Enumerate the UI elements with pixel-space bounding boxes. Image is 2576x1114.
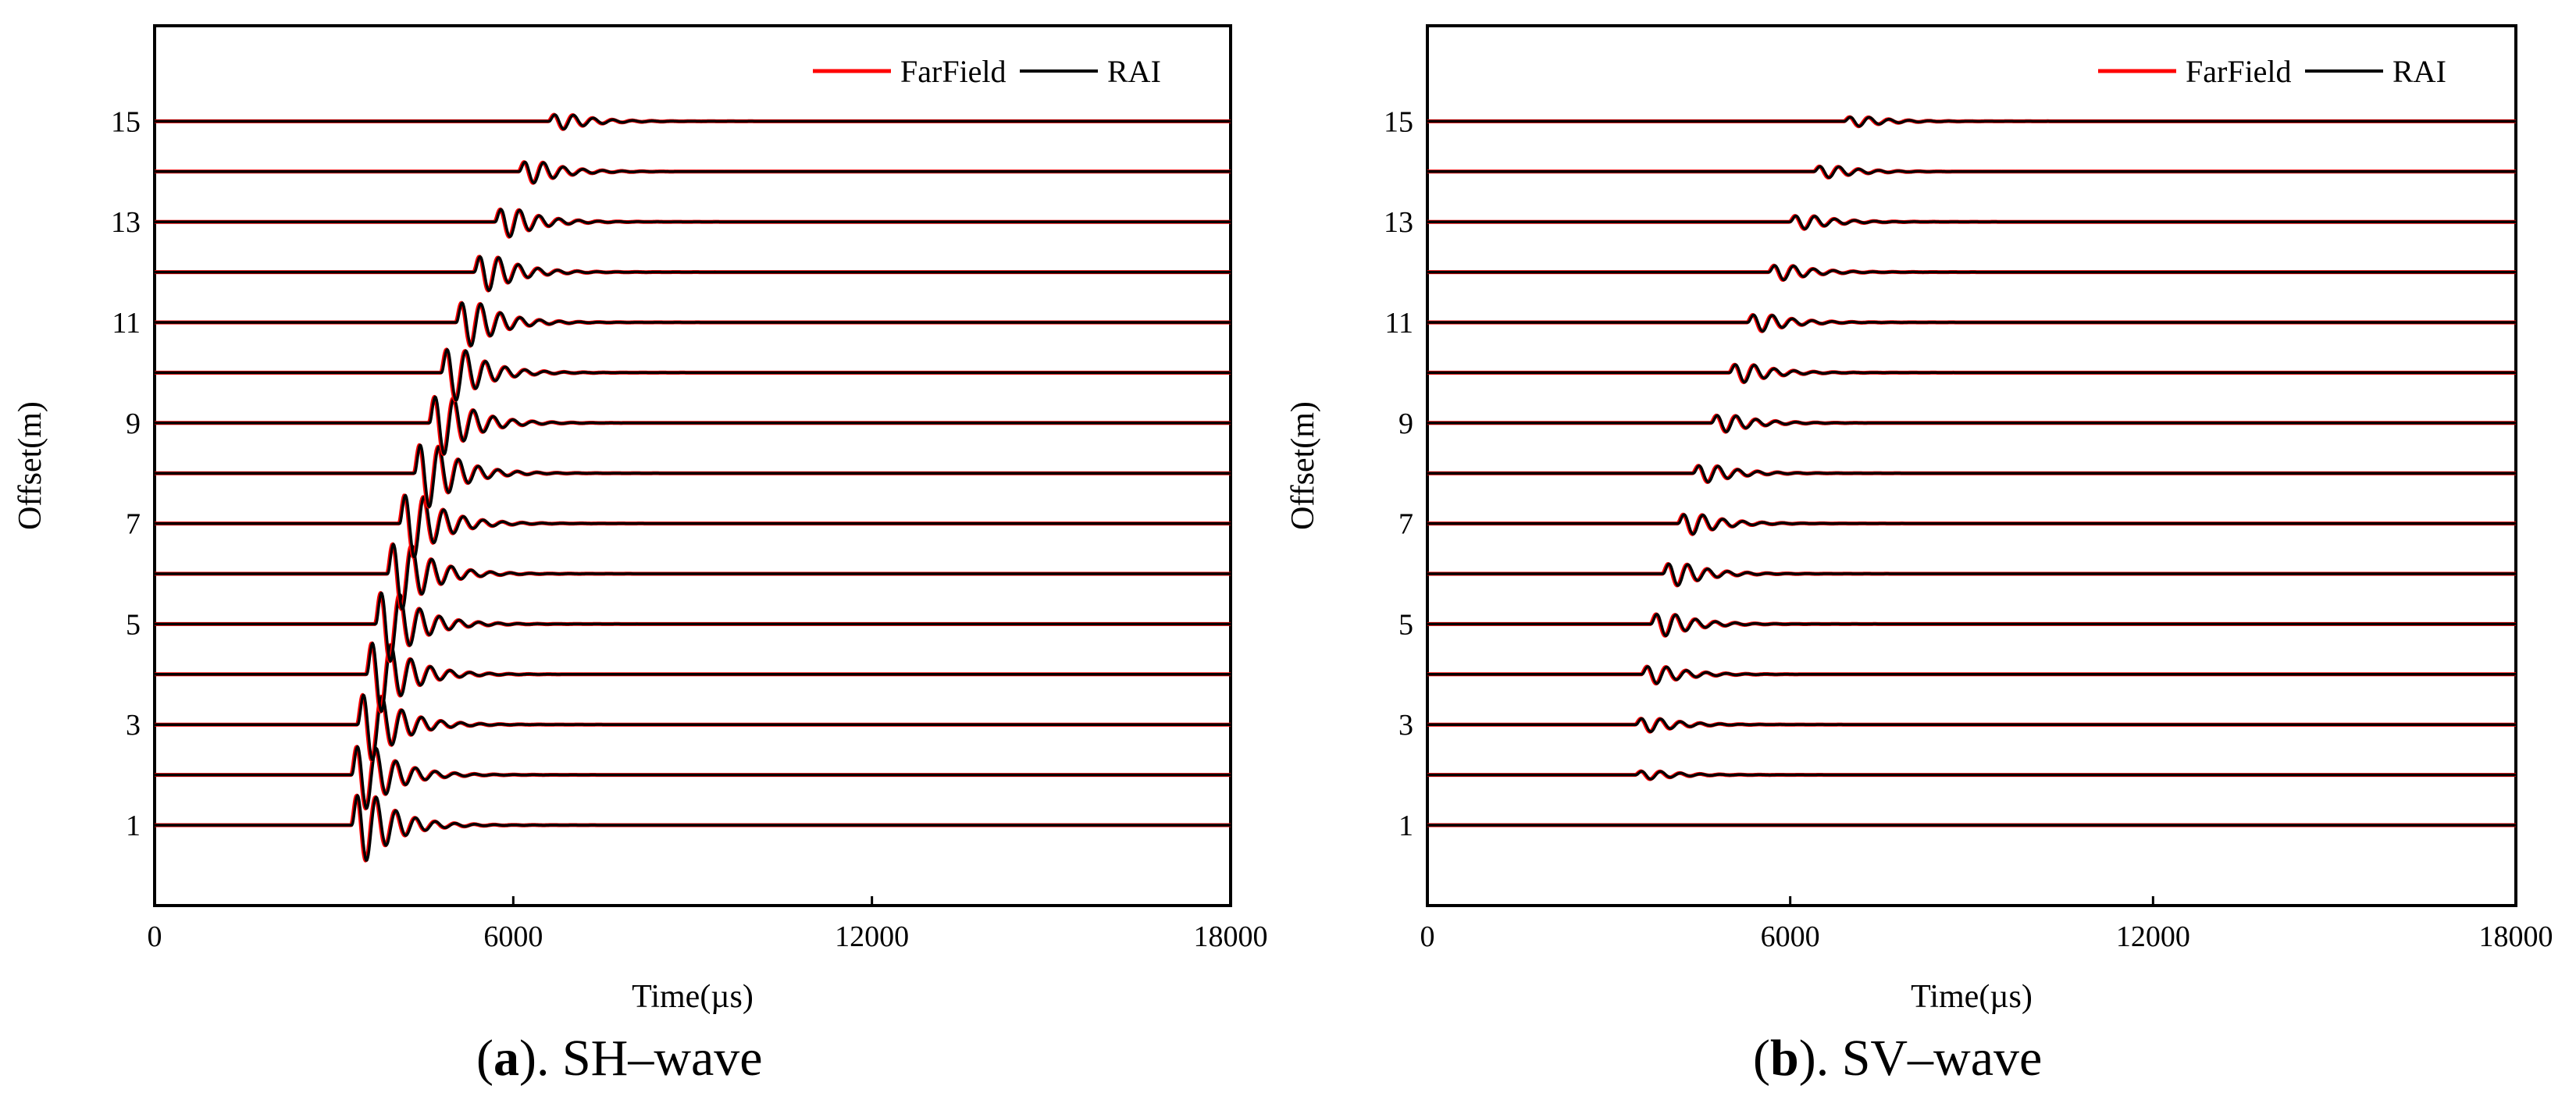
- y-tick-label: 13: [111, 206, 141, 239]
- y-tick-label: 3: [126, 709, 141, 742]
- caption-text: . SH–wave: [536, 1030, 763, 1087]
- rai-trace-offset-8: [1427, 464, 2517, 484]
- farfield-trace-offset-6: [153, 542, 1232, 611]
- rai-trace-offset-6: [154, 543, 1231, 610]
- farfield-trace-offset-10: [153, 347, 1232, 403]
- rai-trace-offset-3: [154, 693, 1231, 762]
- rai-trace-offset-1: [154, 794, 1231, 862]
- panel-sh-wave: 0 6000 12000 18000 1 3 5 7 9 11 13 15 Time(µs) Offset…: [12, 24, 1268, 1087]
- rai-trace-offset-2: [154, 745, 1231, 810]
- y-tick-label: 9: [126, 408, 141, 440]
- rai-trace-offset-7: [1427, 513, 2517, 536]
- rai-trace-offset-8: [154, 443, 1231, 508]
- y-axis-title: Offset(m): [12, 401, 48, 530]
- rai-trace-offset-11: [154, 301, 1231, 347]
- y-tick-label: 15: [1384, 105, 1413, 138]
- y-tick-label: 11: [112, 307, 141, 340]
- rai-trace-offset-12: [1427, 264, 2517, 282]
- x-tick-label: 12000: [835, 920, 909, 953]
- rai-trace-offset-14: [1427, 165, 2517, 180]
- chart-sv-wave: 0 6000 12000 1800013579111315Time(µs)Offset…: [1288, 24, 2553, 1015]
- x-tick-label: 0: [1420, 920, 1435, 953]
- rai-trace-offset-5: [1427, 613, 2517, 638]
- rai-trace-offset-3: [1427, 717, 2517, 733]
- x-axis-title: Time(µs): [1911, 979, 2033, 1015]
- farfield-trace-offset-2: [153, 745, 1232, 811]
- y-tick-label: 5: [126, 608, 141, 641]
- legend-label-farfield: FarField: [900, 54, 1007, 89]
- farfield-trace-offset-5: [153, 591, 1232, 664]
- rai-trace-offset-15: [1427, 116, 2517, 128]
- rai-trace-offset-10: [1427, 363, 2517, 384]
- y-tick-label: 9: [1398, 408, 1413, 440]
- x-tick-label: 18000: [2479, 920, 2553, 953]
- panel-sv-wave: 0 6000 12000 18000 1 3 5 7 9 11 13 15 Time(µs) Offset…: [1288, 0, 2576, 1114]
- y-tick-label: 7: [1398, 508, 1413, 541]
- y-tick-label: 3: [1398, 709, 1413, 742]
- rai-trace-offset-4: [154, 642, 1231, 714]
- rai-trace-offset-5: [154, 591, 1231, 663]
- rai-trace-offset-10: [154, 348, 1231, 402]
- caption-letter: b: [1769, 1030, 1799, 1087]
- rai-trace-offset-14: [154, 160, 1231, 185]
- chart-sh-wave: 0 6000 12000 1800013579111315Time(µs)Offset…: [12, 24, 1268, 1015]
- rai-trace-offset-6: [1427, 562, 2517, 587]
- caption-letter: a: [493, 1030, 519, 1087]
- x-tick-label: 12000: [2116, 920, 2190, 953]
- y-tick-label: 1: [126, 810, 141, 842]
- farfield-trace-offset-8: [153, 443, 1232, 509]
- farfield-trace-offset-3: [153, 692, 1232, 762]
- y-tick-label: 7: [126, 508, 141, 541]
- y-tick-label: 13: [1384, 206, 1413, 239]
- y-tick-label: 11: [1384, 307, 1413, 340]
- legend-label-farfield: FarField: [2186, 54, 2292, 89]
- x-tick-label: 18000: [1194, 920, 1268, 953]
- farfield-trace-offset-11: [153, 301, 1232, 348]
- farfield-trace-offset-9: [153, 394, 1232, 456]
- rai-trace-offset-2: [1427, 770, 2517, 781]
- y-tick-label: 5: [1398, 608, 1413, 641]
- rai-trace-offset-9: [1427, 414, 2517, 433]
- rai-trace-offset-9: [154, 395, 1231, 456]
- caption-sv-wave: (b). SV–wave: [1753, 1030, 2043, 1087]
- y-tick-label: 15: [111, 105, 141, 138]
- x-tick-label: 6000: [483, 920, 543, 953]
- caption-text: . SV–wave: [1815, 1030, 2043, 1087]
- rai-trace-offset-7: [154, 493, 1231, 559]
- caption-sh-wave: (a). SH–wave: [476, 1030, 763, 1087]
- x-tick-label: 0: [148, 920, 162, 953]
- farfield-trace-offset-4: [153, 641, 1232, 714]
- rai-trace-offset-13: [154, 208, 1231, 238]
- rai-trace-offset-15: [154, 113, 1231, 131]
- x-tick-label: 6000: [1761, 920, 1820, 953]
- farfield-trace-offset-12: [153, 254, 1232, 293]
- legend-label-rai: RAI: [2393, 54, 2446, 89]
- y-axis-title: Offset(m): [1288, 401, 1321, 530]
- rai-trace-offset-11: [1427, 313, 2517, 333]
- rai-trace-offset-12: [154, 255, 1231, 292]
- farfield-trace-offset-7: [153, 493, 1232, 560]
- x-axis-title: Time(µs): [632, 979, 754, 1015]
- farfield-trace-offset-1: [153, 793, 1232, 863]
- plot-frame: [1426, 24, 2517, 907]
- legend-label-rai: RAI: [1107, 54, 1161, 89]
- rai-trace-offset-13: [1427, 214, 2517, 230]
- rai-trace-offset-4: [1427, 665, 2517, 685]
- plot-frame: [153, 24, 1232, 907]
- y-tick-label: 1: [1398, 810, 1413, 842]
